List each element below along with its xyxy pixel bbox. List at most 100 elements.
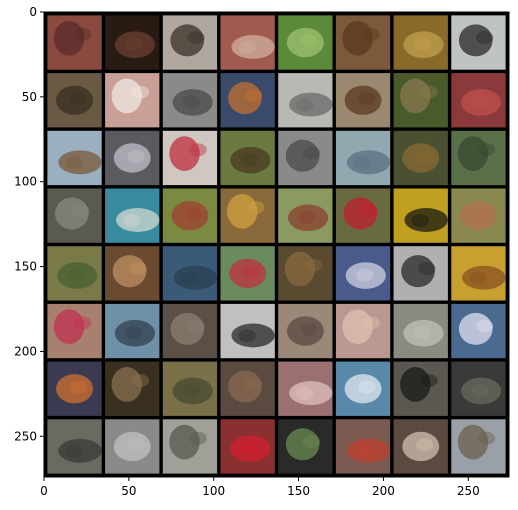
image-tile (105, 188, 160, 243)
tile-subject (289, 381, 333, 406)
tile-detail (182, 383, 201, 397)
image-tile (105, 361, 160, 416)
image-tile (393, 130, 448, 186)
image-tile (393, 361, 448, 416)
image-tile (335, 130, 391, 186)
tile-detail (477, 143, 496, 157)
tile-subject (457, 424, 489, 460)
x-tick-label: 100 (202, 484, 225, 498)
tile-detail (67, 268, 85, 282)
tile-detail (358, 380, 376, 394)
image-tile (393, 73, 448, 128)
tile-subject (345, 262, 386, 289)
image-tile (47, 73, 102, 128)
tile-subject (113, 143, 151, 173)
tile-detail (413, 326, 432, 340)
tile-subject (115, 208, 160, 232)
tile-detail (302, 435, 321, 449)
image-tile (278, 419, 333, 474)
tile-detail (182, 95, 201, 109)
tile-detail (65, 444, 83, 458)
image-tile (162, 361, 218, 416)
tile-detail (298, 210, 316, 224)
tile-detail (69, 92, 88, 106)
tile-subject (461, 89, 502, 116)
image-tile (220, 419, 275, 474)
image-tile (451, 419, 506, 474)
tile-subject (344, 374, 382, 404)
y-tick-label: 50 (22, 90, 37, 104)
tile-detail (69, 380, 88, 394)
tile-subject (172, 89, 213, 116)
tile-subject (231, 323, 275, 348)
tile-subject (229, 258, 267, 289)
y-tick-label: 100 (14, 175, 37, 189)
image-tile (393, 303, 448, 359)
x-tick-label: 200 (372, 484, 395, 498)
tile-detail (71, 204, 90, 218)
tile-subject (403, 319, 444, 347)
tile-subject (54, 197, 89, 230)
image-tile (451, 73, 506, 128)
tile-subject (231, 34, 275, 59)
image-tile (162, 130, 218, 186)
tile-subject (287, 204, 329, 232)
tile-subject (404, 208, 448, 232)
tile-subject (169, 424, 200, 460)
tile-subject (113, 431, 151, 462)
tile-detail (244, 377, 263, 391)
tile-detail (189, 143, 207, 157)
image-tile (47, 246, 102, 301)
tile-subject (400, 78, 431, 114)
axes-frame (43, 11, 510, 478)
tile-subject (344, 85, 382, 115)
tile-detail (242, 265, 261, 279)
tile-subject (346, 150, 391, 175)
tile-detail (131, 374, 150, 388)
tile-detail (475, 319, 494, 333)
image-tile (105, 130, 160, 186)
tile-subject (462, 265, 506, 290)
tile-detail (296, 98, 314, 112)
image-tile (47, 303, 102, 359)
tile-detail (238, 40, 256, 54)
tile-detail (362, 316, 380, 330)
tile-subject (400, 367, 431, 402)
tile-subject (228, 370, 262, 403)
tile-detail (358, 92, 376, 106)
tile-detail (413, 37, 432, 51)
image-tile (220, 361, 275, 416)
image-tile (451, 188, 506, 243)
tile-detail (471, 95, 489, 109)
tile-subject (112, 255, 147, 288)
tile-detail (74, 316, 92, 330)
image-tile (393, 15, 448, 70)
tile-detail (300, 322, 318, 336)
tile-detail (300, 34, 318, 48)
tile-subject (230, 146, 271, 174)
tile-detail (418, 261, 436, 275)
image-tile (47, 130, 102, 186)
tile-detail (302, 146, 321, 160)
tile-subject (401, 255, 435, 288)
tile-detail (125, 326, 143, 340)
tile-subject (171, 200, 209, 231)
tile-subject (402, 143, 440, 173)
image-tile (47, 188, 102, 243)
tile-subject (228, 82, 262, 115)
tile-detail (238, 329, 256, 343)
tile-detail (187, 31, 205, 45)
image-tiles (47, 15, 506, 474)
image-tile (278, 15, 333, 70)
y-tick-label: 150 (14, 260, 37, 274)
image-tile (105, 246, 160, 301)
tile-detail (420, 85, 438, 99)
tile-subject (286, 316, 324, 346)
tile-subject (402, 431, 440, 462)
tile-subject (459, 200, 497, 231)
x-tick-label: 50 (121, 484, 136, 498)
tile-detail (411, 214, 429, 228)
tile-subject (56, 85, 94, 115)
tile-detail (360, 204, 378, 218)
